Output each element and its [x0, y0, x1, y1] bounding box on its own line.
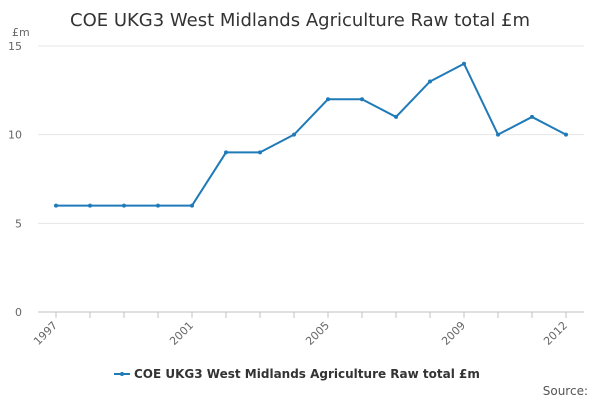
data-point [462, 61, 466, 66]
y-tick-label: 0 [15, 306, 22, 319]
y-tick-label: 15 [8, 40, 22, 53]
data-point [564, 132, 568, 137]
data-point [292, 132, 296, 137]
data-point [190, 203, 194, 208]
y-axis-tick-labels: 0 5 10 15 [8, 40, 22, 319]
data-point [326, 97, 330, 102]
data-point [54, 203, 58, 208]
data-point [156, 203, 160, 208]
data-point [122, 203, 126, 208]
x-tick-label: 2009 [439, 319, 468, 348]
gridlines [38, 45, 584, 224]
y-tick-label: 10 [8, 129, 22, 142]
x-tick-label: 2012 [541, 319, 570, 348]
legend-label: COE UKG3 West Midlands Agriculture Raw t… [134, 367, 480, 381]
x-tick-label: 1997 [31, 319, 60, 348]
x-axis [38, 311, 584, 318]
y-tick-label: 5 [15, 217, 22, 230]
x-tick-label: 2001 [167, 319, 196, 348]
data-point [88, 203, 92, 208]
data-point [496, 132, 500, 137]
data-point [224, 150, 228, 155]
series-group [54, 61, 568, 208]
data-point [530, 114, 534, 119]
data-point [428, 79, 432, 84]
data-point [394, 114, 398, 119]
legend-marker-swatch [120, 372, 124, 376]
source-label: Source: [543, 384, 588, 398]
x-axis-tick-labels: 1997 2001 2005 2009 2012 [31, 319, 570, 348]
data-point [360, 97, 364, 102]
series-line [55, 62, 567, 207]
data-point [258, 150, 262, 155]
chart-title: COE UKG3 West Midlands Agriculture Raw t… [70, 10, 530, 31]
y-axis-unit-label: £m [12, 26, 30, 39]
legend: COE UKG3 West Midlands Agriculture Raw t… [114, 367, 480, 381]
x-tick-label: 2005 [303, 319, 332, 348]
